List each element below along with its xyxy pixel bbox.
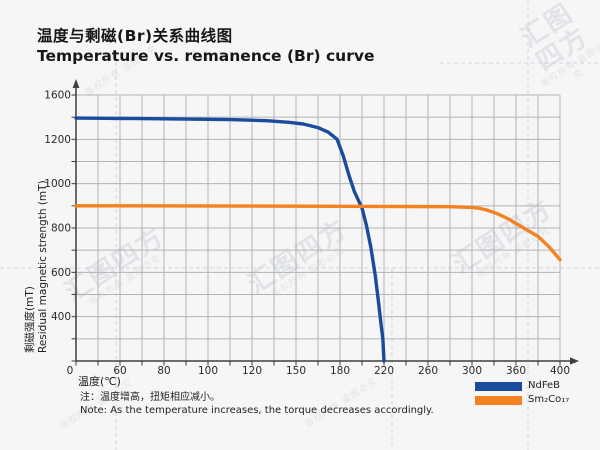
legend-label-sm2co17: Sm₂Co₁₇ [528,394,570,405]
grid-lines [75,94,561,362]
footnote-zh: 注：温度增高，扭矩相应减小。 [80,392,220,403]
svg-text:150: 150 [286,365,306,377]
tick-marks [71,94,561,366]
page-title: 温度与剩磁(Br)关系曲线图 Temperature vs. remanence… [37,26,374,66]
svg-text:400: 400 [51,311,71,323]
svg-text:180: 180 [330,365,350,377]
svg-text:1200: 1200 [44,134,71,146]
footnote-en: Note: As the temperature increases, the … [80,405,434,416]
svg-text:400: 400 [550,365,570,377]
legend-swatch-ndfeb [475,381,522,391]
svg-text:80: 80 [157,365,170,377]
svg-text:600: 600 [51,267,71,279]
y-axis-title: 剩磁强度(mT) Residual magnetic strength (mT) [24,180,50,353]
svg-text:260: 260 [418,365,438,377]
x-tick-labels: 0 60 80 100 120 150 180 220 260 300 360 400 [67,365,570,377]
legend-item-ndfeb: NdFeB [475,381,569,391]
axes [72,79,579,365]
legend-item-sm2co17: Sm₂Co₁₇ [475,395,569,405]
svg-text:100: 100 [198,365,218,377]
svg-text:300: 300 [462,365,482,377]
svg-text:60: 60 [113,365,126,377]
y-tick-labels: 1600 1200 1000 800 600 400 [44,90,71,324]
svg-text:1600: 1600 [44,90,71,102]
y-axis-title-en: Residual magnetic strength (mT) [37,180,49,353]
sm2co17-curve [74,204,562,262]
svg-text:800: 800 [51,223,71,235]
svg-text:360: 360 [506,365,526,377]
footnote: 注：温度增高，扭矩相应减小。 Note: As the temperature … [80,391,434,417]
x-axis-title: 温度(℃) [78,375,121,388]
legend-swatch-sm2co17 [475,395,522,405]
y-axis-title-zh: 剩磁强度(mT) [24,286,36,353]
legend: NdFeB Sm₂Co₁₇ [475,381,569,409]
chart-title-zh: 温度与剩磁(Br)关系曲线图 [37,27,233,45]
chart-title-en: Temperature vs. remanence (Br) curve [37,47,375,65]
legend-label-ndfeb: NdFeB [528,380,561,391]
svg-text:220: 220 [374,365,394,377]
ndfeb-curve [74,116,386,363]
svg-text:1000: 1000 [44,178,71,190]
svg-text:120: 120 [242,365,262,377]
svg-text:0: 0 [67,365,74,377]
